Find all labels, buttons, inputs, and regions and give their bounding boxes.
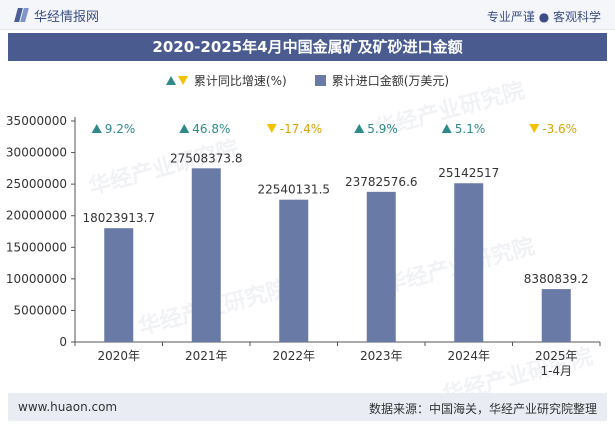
x-tick-label: 2024年 bbox=[447, 349, 490, 363]
bar-value-label: 22540131.5 bbox=[257, 183, 330, 197]
growth-label: 46.8% bbox=[192, 122, 230, 136]
growth-up-marker bbox=[91, 124, 102, 133]
growth-label: -3.6% bbox=[542, 122, 577, 136]
footer: www.huaon.com 数据来源：中国海关，华经产业研究院整理 bbox=[8, 393, 607, 421]
bar-value-label: 23782576.6 bbox=[345, 175, 418, 189]
tagline: 专业严谨 ● 客观科学 bbox=[486, 10, 601, 24]
footer-website[interactable]: www.huaon.com bbox=[18, 400, 118, 414]
x-tick-label: 2021年 bbox=[185, 349, 228, 363]
title-bar: 2020-2025年4月中国金属矿及矿砂进口金额 bbox=[8, 33, 607, 61]
growth-up-marker bbox=[179, 124, 190, 133]
legend-growth: 累计同比增速(%) bbox=[165, 72, 287, 89]
bar-value-label: 27508373.8 bbox=[170, 151, 243, 165]
bar bbox=[541, 289, 571, 342]
down-triangle-icon bbox=[177, 76, 188, 85]
legend-amount-label: 累计进口金额(万美元) bbox=[331, 74, 450, 88]
x-tick-label: 2022年 bbox=[272, 349, 315, 363]
bar bbox=[279, 199, 309, 342]
bar bbox=[104, 228, 134, 342]
growth-label: 5.9% bbox=[367, 122, 398, 136]
legend-amount: 累计进口金额(万美元) bbox=[314, 72, 450, 89]
up-triangle-icon bbox=[165, 76, 176, 85]
y-tick-label: 5000000 bbox=[14, 303, 67, 317]
top-bar: 华经情报网 专业严谨 ● 客观科学 bbox=[0, 0, 615, 30]
bar-value-label: 8380839.2 bbox=[524, 272, 589, 286]
chart-title: 2020-2025年4月中国金属矿及矿砂进口金额 bbox=[152, 38, 463, 56]
x-tick-label: 2023年 bbox=[360, 349, 403, 363]
footer-source: 数据来源：中国海关，华经产业研究院整理 bbox=[368, 402, 597, 416]
x-tick-label: 1-4月 bbox=[540, 364, 572, 378]
y-tick-label: 10000000 bbox=[6, 272, 67, 286]
bar bbox=[191, 168, 221, 342]
growth-down-marker bbox=[529, 124, 540, 133]
growth-label: 5.1% bbox=[455, 122, 486, 136]
y-tick-label: 25000000 bbox=[6, 177, 67, 191]
y-tick-label: 15000000 bbox=[6, 240, 67, 254]
chart-legend: 累计同比增速(%) 累计进口金额(万美元) bbox=[0, 72, 615, 89]
y-tick-label: 20000000 bbox=[6, 209, 67, 223]
growth-label: 9.2% bbox=[105, 122, 136, 136]
logo-text: 华经情报网 bbox=[34, 9, 100, 25]
bar-swatch-icon bbox=[314, 75, 326, 86]
x-tick-label: 2020年 bbox=[97, 349, 140, 363]
legend-growth-label: 累计同比增速(%) bbox=[193, 74, 287, 88]
bar-value-label: 25142517 bbox=[438, 166, 499, 180]
logo: 华经情报网 bbox=[14, 6, 100, 25]
bar-value-label: 18023913.7 bbox=[82, 211, 155, 225]
y-tick-label: 0 bbox=[59, 335, 67, 349]
y-tick-label: 35000000 bbox=[6, 114, 67, 128]
growth-down-marker bbox=[266, 124, 277, 133]
bar bbox=[366, 191, 396, 342]
growth-label: -17.4% bbox=[280, 122, 322, 136]
bar bbox=[454, 183, 484, 342]
y-tick-label: 30000000 bbox=[6, 146, 67, 160]
growth-up-marker bbox=[441, 124, 452, 133]
growth-up-marker bbox=[354, 124, 365, 133]
x-tick-label: 2025年 bbox=[535, 349, 578, 363]
